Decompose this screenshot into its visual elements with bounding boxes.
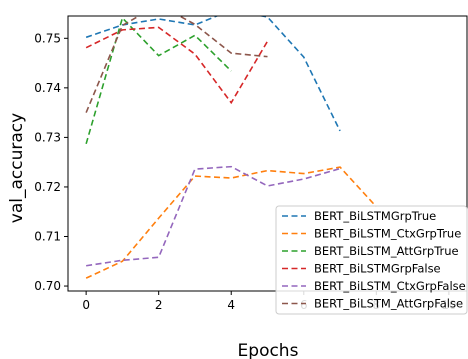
series-layer bbox=[85, 16, 377, 279]
series-line-1 bbox=[85, 166, 377, 279]
series-line-4 bbox=[86, 165, 341, 267]
legend-label-1: BERT_BiLSTM_CtxGrpTrue bbox=[314, 227, 461, 241]
series-line-0 bbox=[85, 16, 341, 132]
series-line-5 bbox=[85, 16, 268, 113]
series-line-3 bbox=[85, 26, 269, 105]
x-tick-label-2: 4 bbox=[227, 298, 235, 312]
series-line-2 bbox=[85, 16, 232, 145]
y-tick-label-3: 0.73 bbox=[34, 130, 61, 144]
x-tick-label-1: 2 bbox=[155, 298, 163, 312]
plot-frame bbox=[67, 15, 468, 292]
legend-label-0: BERT_BiLSTMGrpTrue bbox=[314, 209, 436, 223]
legend-label-2: BERT_BiLSTM_AttGrpTrue bbox=[314, 244, 459, 258]
y-tick-label-2: 0.72 bbox=[34, 180, 61, 194]
x-tick-label-0: 0 bbox=[82, 298, 90, 312]
y-tick-label-5: 0.75 bbox=[34, 31, 61, 45]
x-axis-label: Epochs bbox=[238, 341, 299, 359]
y-tick-label-4: 0.74 bbox=[34, 81, 61, 95]
legend-box bbox=[275, 205, 468, 315]
y-tick-label-0: 0.70 bbox=[34, 279, 61, 293]
legend-label-5: BERT_BiLSTM_AttGrpFalse bbox=[314, 297, 463, 311]
y-tick-label-1: 0.71 bbox=[34, 229, 61, 243]
y-axis-label: val_accuracy bbox=[7, 113, 27, 223]
legend: BERT_BiLSTMGrpTrue BERT_BiLSTM_CtxGrpTrue… bbox=[275, 205, 468, 315]
legend-label-4: BERT_BiLSTM_CtxGrpFalse bbox=[314, 279, 466, 293]
legend-label-3: BERT_BiLSTMGrpFalse bbox=[314, 262, 441, 276]
